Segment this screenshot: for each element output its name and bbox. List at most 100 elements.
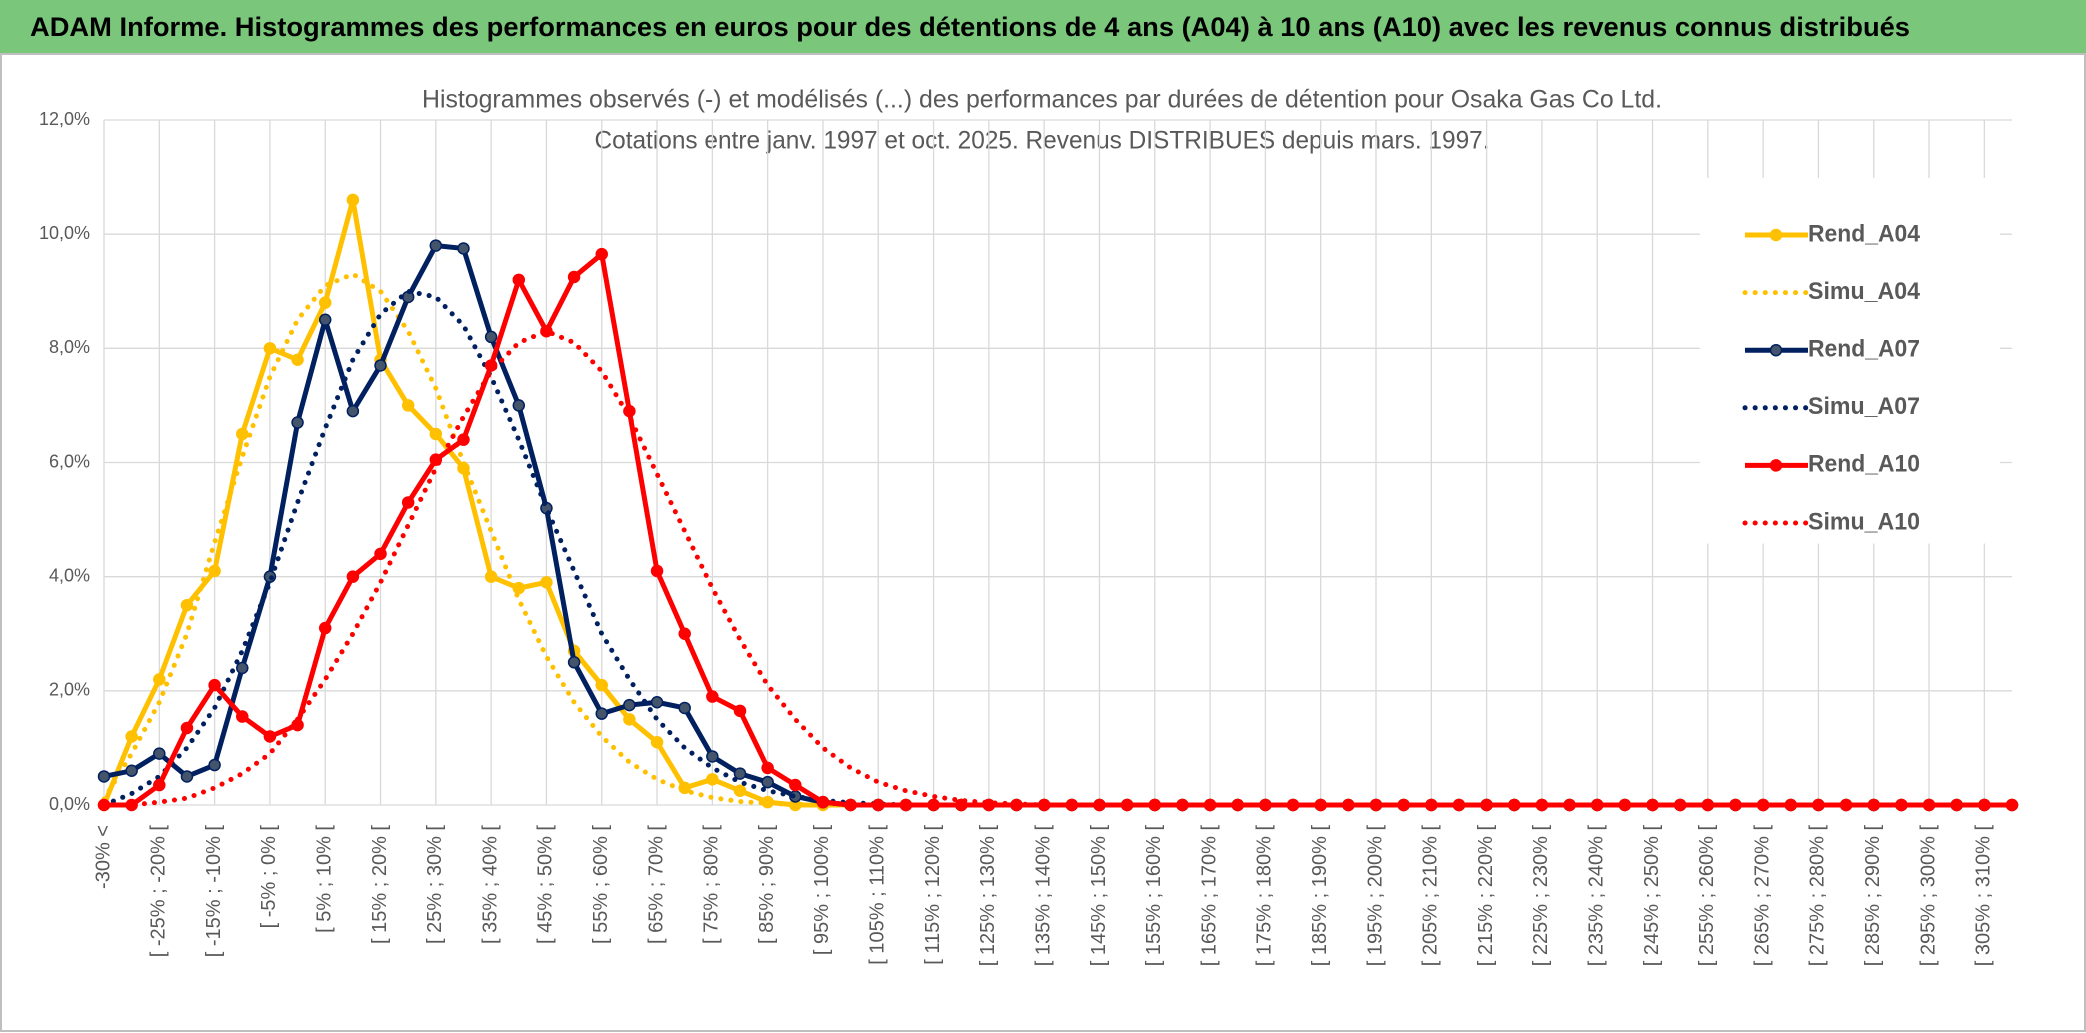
data-point xyxy=(291,353,304,366)
legend-label: Rend_A10 xyxy=(1808,451,1920,478)
data-point xyxy=(318,296,332,309)
data-point xyxy=(650,696,664,709)
data-point xyxy=(180,770,194,783)
data-point xyxy=(125,730,138,743)
data-point xyxy=(733,767,747,780)
data-point xyxy=(429,239,443,252)
data-point xyxy=(595,707,608,720)
data-point xyxy=(2005,798,2019,812)
legend-label: Simu_A04 xyxy=(1808,278,1921,305)
legend-box xyxy=(1700,178,2000,544)
data-point xyxy=(153,778,166,792)
data-point xyxy=(97,770,111,783)
data-point xyxy=(180,598,194,612)
data-point xyxy=(401,496,415,509)
y-tick-label: 4,0% xyxy=(49,565,90,585)
data-point xyxy=(236,661,249,675)
legend-marker xyxy=(1769,228,1783,242)
x-tick-label: [ 75% ; 80% [ xyxy=(701,825,723,944)
x-tick-label: [ 65% ; 70% [ xyxy=(645,825,667,944)
data-point xyxy=(816,795,830,809)
x-tick-label: [ 285% ; 290% [ xyxy=(1862,825,1884,967)
data-point xyxy=(208,758,221,772)
data-point xyxy=(374,359,387,372)
y-tick-label: 8,0% xyxy=(49,337,90,357)
data-point xyxy=(429,427,443,441)
x-tick-label: [ 25% ; 30% [ xyxy=(424,825,446,944)
data-point xyxy=(567,656,581,669)
data-point xyxy=(623,713,636,726)
x-tick-label: [ 235% ; 240% [ xyxy=(1585,825,1607,967)
x-tick-label: [ 125% ; 130% [ xyxy=(977,825,999,967)
x-tick-label: [ 105% ; 110% [ xyxy=(867,825,889,965)
x-tick-label: [ 55% ; 60% [ xyxy=(590,825,612,944)
data-point xyxy=(401,399,415,412)
x-tick-label: [ 35% ; 40% [ xyxy=(479,825,501,944)
x-tick-label: [ 225% ; 230% [ xyxy=(1530,825,1552,967)
x-tick-label: [ 205% ; 210% [ xyxy=(1420,825,1442,967)
y-tick-label: 12,0% xyxy=(39,109,90,129)
x-tick-label: [ 85% ; 90% [ xyxy=(756,825,778,944)
x-tick-label: [ 45% ; 50% [ xyxy=(535,825,557,944)
data-point xyxy=(208,564,221,578)
legend-marker xyxy=(1769,343,1783,357)
data-point xyxy=(595,247,608,261)
data-point xyxy=(899,798,913,812)
x-tick-label: [ 95% ; 100% [ xyxy=(811,825,833,956)
data-point xyxy=(844,798,857,812)
data-point xyxy=(650,564,664,578)
series-line xyxy=(101,328,2015,808)
data-point xyxy=(457,433,470,446)
data-point xyxy=(374,547,387,561)
y-tick-label: 6,0% xyxy=(49,451,90,471)
data-point xyxy=(706,773,719,786)
data-point xyxy=(291,416,304,429)
legend-label: Rend_A07 xyxy=(1808,336,1920,363)
legend-label: Simu_A07 xyxy=(1808,393,1920,420)
x-tick-label: [ 295% ; 300% [ xyxy=(1917,825,1939,967)
data-point xyxy=(706,690,719,703)
data-point xyxy=(733,784,747,797)
x-tick-label: [ 185% ; 190% [ xyxy=(1309,825,1331,967)
series-line xyxy=(101,271,2015,808)
x-tick-label: [ 305% ; 310% [ xyxy=(1973,825,1995,967)
chart-title: Histogrammes observés (-) et modélisés (… xyxy=(422,86,1662,114)
data-point xyxy=(595,678,608,692)
x-tick-label: -30% < xyxy=(92,825,114,889)
data-point xyxy=(484,330,498,344)
legend-label: Rend_A04 xyxy=(1808,220,1921,247)
x-tick-label: [ 135% ; 140% [ xyxy=(1032,825,1054,967)
chart-border xyxy=(0,53,2086,1032)
x-tick-label: [ 215% ; 220% [ xyxy=(1475,825,1497,967)
y-tick-label: 0,0% xyxy=(49,794,90,814)
data-point xyxy=(318,621,332,635)
data-point xyxy=(153,747,166,760)
header-title: ADAM Informe. Histogrammes des performan… xyxy=(30,12,1910,42)
x-tick-label: [ 265% ; 270% [ xyxy=(1751,825,1773,967)
data-point xyxy=(761,775,774,789)
data-point xyxy=(318,313,332,327)
data-point xyxy=(208,678,221,692)
data-point xyxy=(236,710,249,723)
data-point xyxy=(706,750,719,763)
data-point xyxy=(540,576,553,589)
legend-label: Simu_A10 xyxy=(1808,508,1920,535)
data-point xyxy=(678,701,691,715)
data-point xyxy=(512,399,526,412)
legend-marker xyxy=(1769,459,1783,472)
x-tick-label: [ 115% ; 120% [ xyxy=(922,825,944,965)
data-point xyxy=(927,798,940,812)
x-tick-label: [ 175% ; 180% [ xyxy=(1254,825,1276,967)
x-tick-label: [ 195% ; 200% [ xyxy=(1364,825,1386,967)
x-tick-label: [ 245% ; 250% [ xyxy=(1641,825,1663,967)
x-tick-label: [ 255% ; 260% [ xyxy=(1696,825,1718,967)
data-point xyxy=(678,627,691,640)
data-point xyxy=(650,735,664,749)
data-point xyxy=(153,673,166,686)
data-point xyxy=(457,242,470,255)
x-tick-label: [ 5% ; 10% [ xyxy=(313,825,335,933)
y-tick-label: 10,0% xyxy=(39,223,90,243)
data-point xyxy=(872,798,885,812)
data-point xyxy=(125,764,138,777)
